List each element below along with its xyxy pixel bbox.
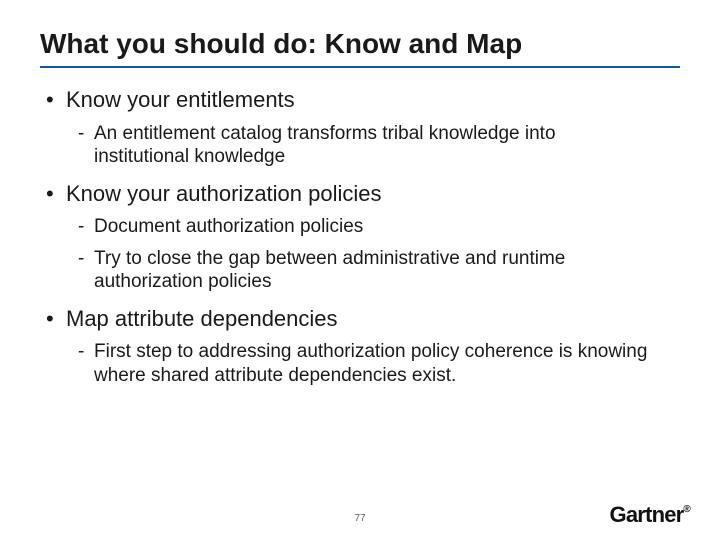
bullet-marker: • <box>40 180 66 208</box>
bullet-text: Know your entitlements <box>66 86 295 114</box>
gartner-logo: Gartner® <box>610 502 690 528</box>
bullet-marker: • <box>40 86 66 114</box>
sub-bullet-item: - First step to addressing authorization… <box>78 340 680 386</box>
bullet-item: • Know your entitlements <box>40 86 680 114</box>
sub-bullet-item: - Try to close the gap between administr… <box>78 247 680 293</box>
sub-bullet-text: Try to close the gap between administrat… <box>94 247 654 293</box>
bullet-item: • Know your authorization policies <box>40 180 680 208</box>
bullet-marker: • <box>40 305 66 333</box>
logo-text: Gartner <box>610 502 684 527</box>
bullet-text: Know your authorization policies <box>66 180 382 208</box>
sub-bullet-text: Document authorization policies <box>94 215 363 238</box>
slide-title: What you should do: Know and Map <box>40 28 680 68</box>
page-number: 77 <box>354 513 365 524</box>
sub-bullet-marker: - <box>78 247 94 293</box>
logo-registered-icon: ® <box>683 504 690 515</box>
sub-bullet-marker: - <box>78 340 94 386</box>
sub-bullet-item: - An entitlement catalog transforms trib… <box>78 122 680 168</box>
bullet-text: Map attribute dependencies <box>66 305 338 333</box>
sub-bullet-marker: - <box>78 215 94 238</box>
sub-bullet-text: First step to addressing authorization p… <box>94 340 654 386</box>
sub-bullet-text: An entitlement catalog transforms tribal… <box>94 122 654 168</box>
sub-bullet-marker: - <box>78 122 94 168</box>
sub-bullet-item: - Document authorization policies <box>78 215 680 238</box>
bullet-item: • Map attribute dependencies <box>40 305 680 333</box>
